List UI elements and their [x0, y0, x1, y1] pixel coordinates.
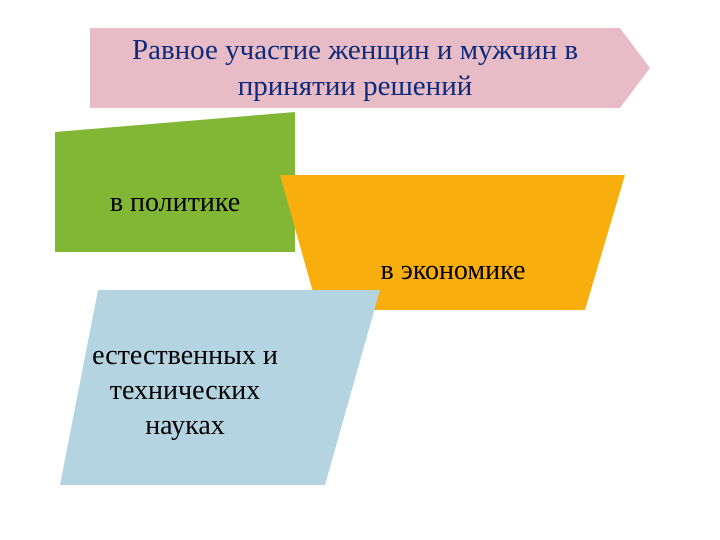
banner-title: Равное участие женщин и мужчин в приняти… — [90, 28, 620, 108]
sciences-label: естественных и технических науках — [85, 320, 285, 460]
politics-label: в политике — [55, 152, 295, 252]
